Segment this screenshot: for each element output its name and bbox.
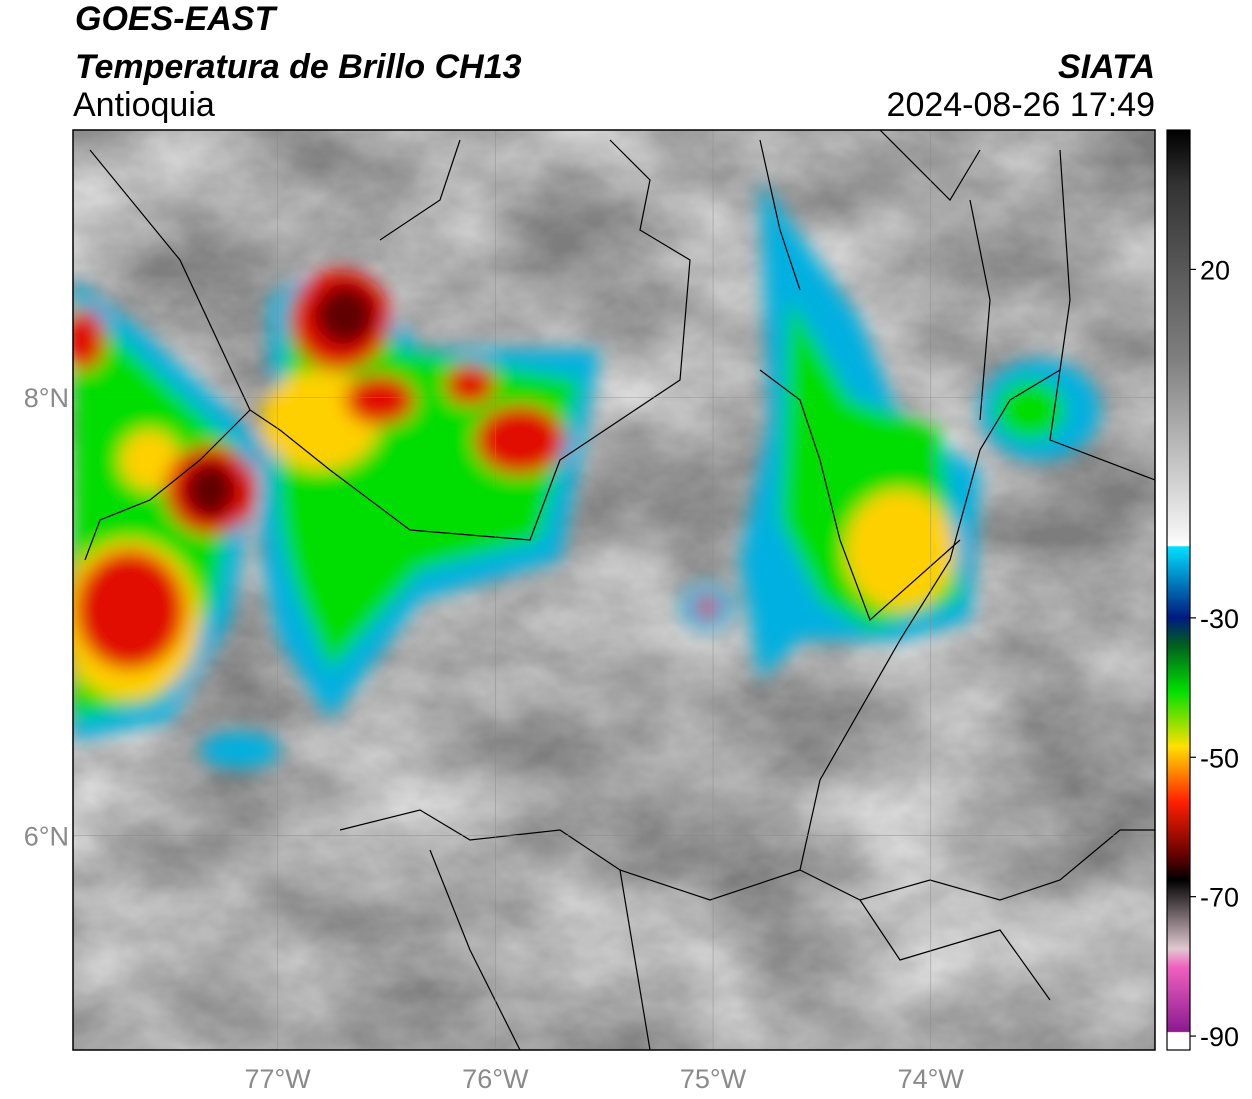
colorbar-tick-label: -70 xyxy=(1200,883,1239,913)
colorbar xyxy=(1166,129,1191,1051)
lat-tick-label: 8°N xyxy=(24,383,69,413)
satellite-image xyxy=(73,130,1155,1050)
lon-tick-label: 77°W xyxy=(244,1064,311,1094)
source: SIATA xyxy=(1058,48,1155,86)
lon-tick-label: 75°W xyxy=(680,1064,747,1094)
lon-tick-label: 76°W xyxy=(462,1064,529,1094)
region: Antioquia xyxy=(73,86,215,124)
lon-tick-label: 74°W xyxy=(898,1064,965,1094)
colorbar-tick-label: -90 xyxy=(1200,1022,1239,1052)
colorbar-tick-label: -30 xyxy=(1200,604,1239,634)
colorbar-tick-label: 20 xyxy=(1200,255,1230,285)
tick-labels: 77°W 76°W 75°W 74°W 8°N 6°N 20 -30 -50 -70 -90 xyxy=(24,255,1239,1094)
lat-tick-label: 6°N xyxy=(24,821,69,851)
title: GOES-EAST xyxy=(75,0,278,38)
colorbar-tick-label: -50 xyxy=(1200,743,1239,773)
borders xyxy=(84,130,1155,1050)
map-frame xyxy=(72,129,1156,1051)
datetime: 2024-08-26 17:49 xyxy=(887,86,1155,124)
graticule xyxy=(73,130,1155,1050)
subtitle: Temperatura de Brillo CH13 xyxy=(75,48,522,86)
